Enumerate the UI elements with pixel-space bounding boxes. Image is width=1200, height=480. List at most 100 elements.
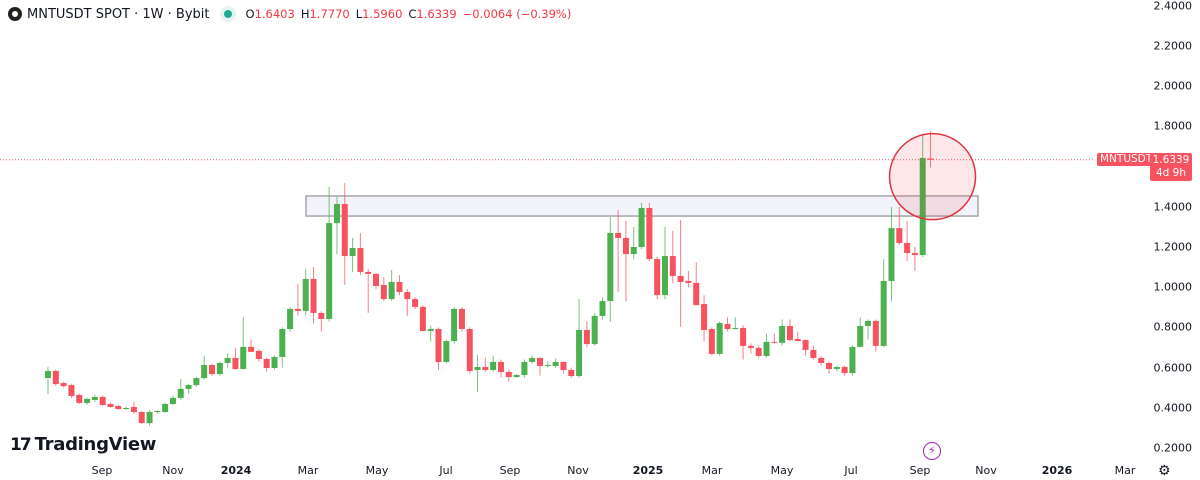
candle[interactable] (857, 317, 864, 348)
candle[interactable] (84, 397, 91, 405)
candle[interactable] (732, 317, 739, 330)
candle[interactable] (326, 186, 333, 322)
candle[interactable] (255, 349, 262, 362)
candle[interactable] (786, 319, 793, 342)
candle[interactable] (849, 345, 856, 376)
candle[interactable] (497, 359, 504, 378)
candle[interactable] (685, 271, 692, 288)
candle[interactable] (349, 237, 356, 272)
candle[interactable] (661, 226, 668, 300)
candle[interactable] (521, 359, 528, 378)
candle[interactable] (927, 131, 934, 168)
candle[interactable] (419, 305, 426, 332)
candle[interactable] (724, 317, 731, 332)
candle[interactable] (294, 283, 301, 316)
candle[interactable] (638, 202, 645, 250)
candle[interactable] (865, 319, 872, 340)
candle[interactable] (630, 226, 637, 260)
candle[interactable] (529, 355, 536, 364)
candle[interactable] (185, 383, 192, 394)
candle[interactable] (302, 269, 309, 316)
candle[interactable] (708, 327, 715, 356)
candle[interactable] (365, 269, 372, 313)
candle[interactable] (154, 409, 161, 414)
candle[interactable] (888, 207, 895, 302)
candle[interactable] (505, 369, 512, 382)
candle[interactable] (490, 355, 497, 372)
candle[interactable] (544, 361, 551, 368)
candle[interactable] (880, 259, 887, 348)
candle[interactable] (443, 339, 450, 364)
candle[interactable] (396, 275, 403, 296)
candle[interactable] (263, 357, 270, 372)
candle[interactable] (794, 331, 801, 342)
candle[interactable] (209, 363, 216, 376)
candle[interactable] (747, 343, 754, 354)
candle[interactable] (380, 277, 387, 302)
candle[interactable] (130, 401, 137, 414)
candle[interactable] (146, 409, 153, 426)
candle[interactable] (583, 321, 590, 348)
candle[interactable] (357, 232, 364, 276)
candle[interactable] (45, 366, 51, 394)
candle[interactable] (904, 220, 911, 262)
gear-icon[interactable]: ⚙ (1158, 463, 1171, 479)
candle[interactable] (701, 295, 708, 342)
candle[interactable] (560, 361, 567, 374)
candle[interactable] (466, 327, 473, 374)
candle[interactable] (216, 361, 223, 376)
candle[interactable] (755, 345, 762, 358)
candle[interactable] (162, 402, 169, 413)
candle[interactable] (107, 402, 114, 408)
candle[interactable] (622, 220, 629, 302)
candle[interactable] (802, 339, 809, 356)
candle[interactable] (427, 325, 434, 342)
candle[interactable] (333, 196, 340, 255)
candle[interactable] (810, 345, 817, 360)
candle[interactable] (123, 406, 130, 410)
candle[interactable] (287, 307, 294, 332)
candle[interactable] (451, 307, 458, 344)
candle[interactable] (818, 355, 825, 366)
candle[interactable] (654, 257, 661, 300)
tradingview-logo[interactable]: 17 TradingView (10, 434, 156, 455)
candle[interactable] (919, 134, 926, 258)
candle[interactable] (677, 220, 684, 327)
candle[interactable] (568, 367, 575, 378)
candle[interactable] (60, 381, 67, 388)
candle[interactable] (646, 202, 653, 262)
candle[interactable] (693, 262, 700, 306)
candle[interactable] (552, 358, 559, 368)
candle[interactable] (412, 297, 419, 310)
candle[interactable] (716, 321, 723, 356)
candle[interactable] (271, 355, 278, 370)
candle[interactable] (52, 369, 59, 386)
candle[interactable] (404, 289, 411, 316)
candle[interactable] (779, 319, 786, 346)
candle[interactable] (513, 373, 520, 378)
candle[interactable] (669, 230, 676, 284)
candle[interactable] (896, 207, 903, 245)
market-status-dot-icon[interactable] (223, 10, 232, 18)
candle[interactable] (591, 313, 598, 346)
candle[interactable] (740, 325, 747, 360)
candle[interactable] (91, 394, 98, 402)
candle[interactable] (607, 217, 614, 322)
candle[interactable] (193, 376, 200, 387)
candle[interactable] (248, 339, 255, 352)
candle[interactable] (771, 333, 778, 344)
candle[interactable] (240, 316, 247, 370)
candle[interactable] (310, 267, 317, 324)
candle[interactable] (911, 247, 918, 272)
candle[interactable] (833, 365, 840, 372)
candle[interactable] (138, 410, 145, 424)
candle[interactable] (482, 357, 489, 372)
candle[interactable] (318, 311, 325, 332)
candle[interactable] (177, 379, 184, 400)
candle[interactable] (841, 365, 848, 376)
candle[interactable] (76, 393, 83, 404)
candle[interactable] (115, 404, 122, 410)
candle[interactable] (872, 319, 879, 352)
candle[interactable] (458, 307, 465, 332)
